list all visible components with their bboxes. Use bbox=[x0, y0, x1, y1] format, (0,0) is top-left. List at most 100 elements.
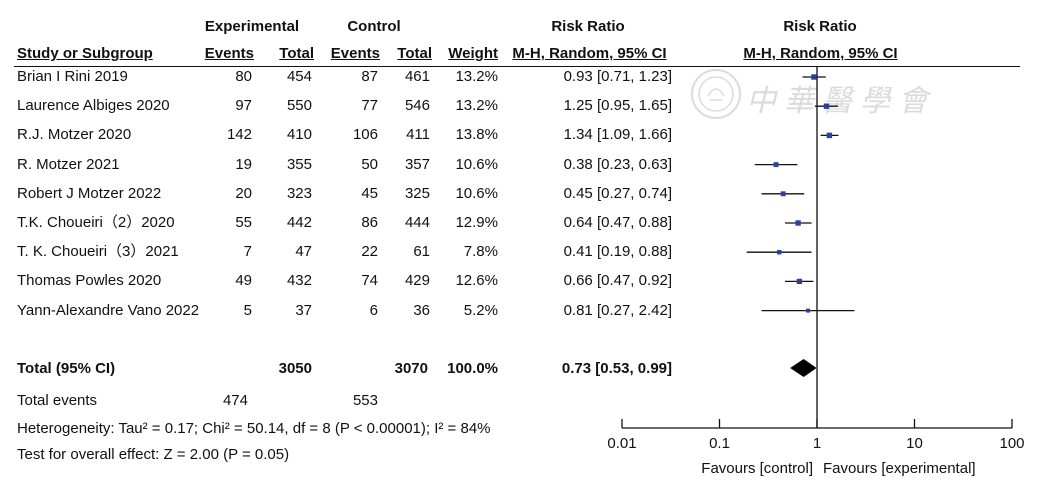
point-marker bbox=[811, 74, 817, 80]
header-total-exp: Total bbox=[279, 45, 314, 62]
row-ctl-total: 411 bbox=[406, 126, 430, 144]
point-marker bbox=[773, 162, 779, 168]
point-marker bbox=[826, 132, 833, 139]
total-ctl-total: 3070 bbox=[394, 360, 428, 377]
row-study: R. Motzer 2021 bbox=[17, 155, 120, 173]
row-exp-events: 142 bbox=[226, 126, 252, 144]
header-method-table: M-H, Random, 95% CI bbox=[512, 45, 667, 62]
heterogeneity-text: Heterogeneity: Tau² = 0.17; Chi² = 50.14… bbox=[17, 420, 491, 437]
row-study: Robert J Motzer 2022 bbox=[17, 184, 162, 202]
header-weight: Weight bbox=[448, 45, 498, 62]
row-study: Laurence Albiges 2020 bbox=[17, 97, 170, 115]
row-ctl-total: 61 bbox=[413, 243, 430, 261]
total-weight: 100.0% bbox=[447, 360, 498, 377]
row-exp-events: 49 bbox=[235, 272, 252, 290]
header-risk-ratio-plot: Risk Ratio bbox=[783, 18, 857, 35]
row-weight: 13.8% bbox=[455, 126, 498, 144]
row-ci-text: 1.34 [1.09, 1.66] bbox=[563, 126, 672, 144]
row-study: Yann-Alexandre Vano 2022 bbox=[17, 301, 200, 319]
x-tick-label: 0.1 bbox=[709, 435, 730, 452]
overall-effect-text: Test for overall effect: Z = 2.00 (P = 0… bbox=[17, 446, 290, 463]
point-marker bbox=[823, 103, 830, 109]
row-study: Brian I Rini 2019 bbox=[17, 68, 128, 85]
row-exp-total: 550 bbox=[286, 97, 312, 115]
row-exp-events: 7 bbox=[243, 243, 252, 261]
total-events-exp: 474 bbox=[222, 392, 248, 409]
row-study: T. K. Choueiri（3）2021 bbox=[17, 243, 179, 261]
row-ctl-events: 77 bbox=[361, 97, 378, 115]
row-exp-events: 5 bbox=[243, 301, 252, 319]
header-total-ctl: Total bbox=[397, 45, 432, 62]
row-exp-total: 442 bbox=[286, 214, 312, 231]
row-exp-total: 454 bbox=[286, 68, 312, 85]
row-ctl-total: 461 bbox=[404, 68, 430, 85]
row-weight: 10.6% bbox=[455, 184, 498, 202]
total-label: Total (95% CI) bbox=[17, 360, 116, 377]
row-study: R.J. Motzer 2020 bbox=[17, 126, 132, 144]
row-ctl-events: 106 bbox=[352, 126, 378, 144]
row-ctl-events: 86 bbox=[361, 214, 378, 231]
row-ci-text: 0.45 [0.27, 0.74] bbox=[563, 184, 672, 202]
total-ci: 0.73 [0.53, 0.99] bbox=[561, 360, 672, 377]
header-events-exp: Events bbox=[204, 45, 254, 62]
row-weight: 5.2% bbox=[463, 301, 498, 319]
row-exp-total: 37 bbox=[295, 301, 312, 319]
row-exp-events: 80 bbox=[235, 68, 252, 85]
row-ctl-total: 546 bbox=[404, 97, 430, 115]
row-ctl-events: 22 bbox=[361, 243, 378, 261]
seal-icon bbox=[691, 69, 741, 119]
watermark-text: 中華醫學會 bbox=[746, 84, 936, 119]
row-weight: 10.6% bbox=[455, 155, 498, 173]
point-marker bbox=[795, 220, 801, 226]
row-weight: 12.6% bbox=[455, 272, 498, 290]
row-ctl-total: 429 bbox=[404, 272, 430, 290]
watermark: 中華醫學會 bbox=[688, 60, 988, 130]
row-study: T.K. Choueiri（2）2020 bbox=[17, 214, 175, 231]
row-exp-events: 19 bbox=[235, 155, 252, 173]
favours-control-label: Favours [control] bbox=[701, 460, 813, 477]
row-weight: 7.8% bbox=[463, 243, 498, 261]
x-tick-label: 10 bbox=[906, 435, 923, 452]
row-exp-total: 432 bbox=[286, 272, 312, 290]
total-events-label: Total events bbox=[17, 392, 98, 409]
x-tick-label: 0.01 bbox=[607, 435, 636, 452]
point-marker bbox=[777, 249, 782, 255]
row-ctl-events: 87 bbox=[361, 68, 378, 85]
row-ci-text: 0.93 [0.71, 1.23] bbox=[563, 68, 672, 85]
row-weight: 13.2% bbox=[455, 97, 498, 115]
row-exp-events: 97 bbox=[235, 97, 252, 115]
total-events-ctl: 553 bbox=[352, 392, 378, 409]
row-ci-text: 0.64 [0.47, 0.88] bbox=[563, 214, 672, 231]
row-ctl-events: 74 bbox=[361, 272, 378, 290]
row-ctl-total: 325 bbox=[404, 184, 430, 202]
row-ctl-total: 357 bbox=[404, 155, 430, 173]
point-marker bbox=[806, 308, 811, 313]
row-ci-text: 0.66 [0.47, 0.92] bbox=[563, 272, 672, 290]
row-exp-total: 410 bbox=[286, 126, 312, 144]
row-exp-events: 55 bbox=[235, 214, 252, 231]
row-ci-text: 1.25 [0.95, 1.65] bbox=[563, 97, 672, 115]
point-marker bbox=[780, 191, 786, 197]
header-study: Study or Subgroup bbox=[17, 45, 153, 62]
row-ci-text: 0.38 [0.23, 0.63] bbox=[563, 155, 672, 173]
row-study: Thomas Powles 2020 bbox=[17, 272, 162, 290]
row-ci-text: 0.81 [0.27, 2.42] bbox=[563, 301, 672, 319]
row-weight: 13.2% bbox=[455, 68, 498, 85]
total-exp-total: 3050 bbox=[278, 360, 312, 377]
total-diamond bbox=[790, 359, 817, 377]
row-exp-events: 20 bbox=[235, 184, 252, 202]
x-tick-label: 100 bbox=[999, 435, 1024, 452]
row-ci-text: 0.41 [0.19, 0.88] bbox=[563, 243, 672, 261]
row-ctl-events: 45 bbox=[361, 184, 378, 202]
row-exp-total: 355 bbox=[286, 155, 312, 173]
x-tick-label: 1 bbox=[813, 435, 821, 452]
header-risk-ratio-table: Risk Ratio bbox=[551, 18, 625, 35]
row-ctl-total: 36 bbox=[413, 301, 430, 319]
header-control: Control bbox=[347, 18, 401, 35]
row-ctl-events: 6 bbox=[369, 301, 378, 319]
favours-experimental-label: Favours [experimental] bbox=[823, 460, 976, 477]
header-experimental: Experimental bbox=[204, 18, 300, 35]
header-method-plot: M-H, Random, 95% CI bbox=[743, 45, 898, 62]
row-exp-total: 323 bbox=[286, 184, 312, 202]
